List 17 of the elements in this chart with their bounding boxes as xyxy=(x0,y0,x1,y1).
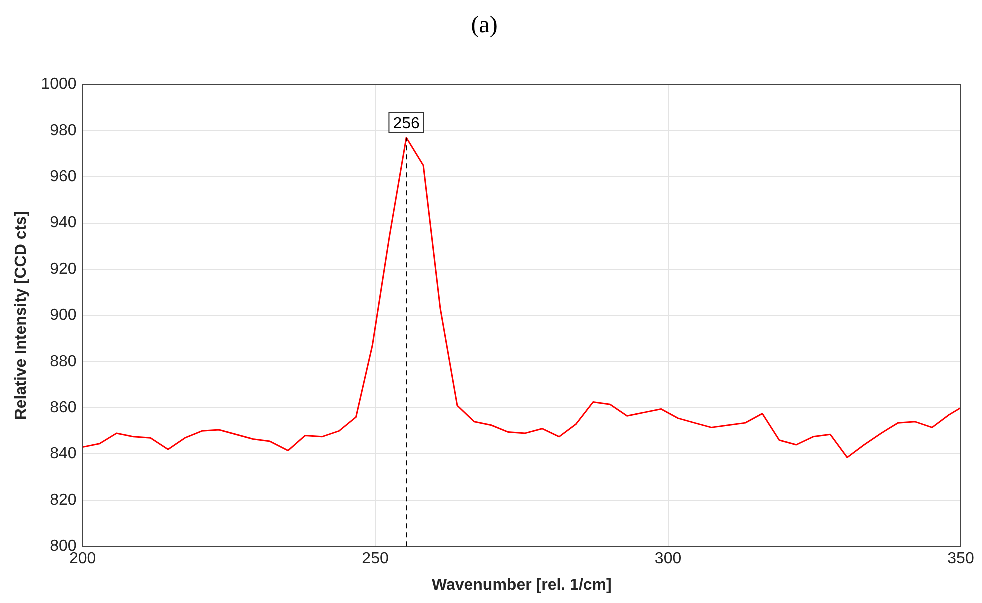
x-tick-label: 300 xyxy=(654,550,682,568)
y-tick-label: 980 xyxy=(50,122,77,140)
x-tick-label: 350 xyxy=(948,550,974,568)
y-tick-label: 900 xyxy=(50,307,77,324)
chart-title: (a) xyxy=(471,12,498,39)
x-tick-label: 250 xyxy=(362,550,389,568)
x-axis-title: Wavenumber [rel. 1/cm] xyxy=(432,576,612,594)
y-tick-label: 1000 xyxy=(41,76,77,94)
y-tick-label: 920 xyxy=(50,260,77,278)
y-tick-label: 860 xyxy=(50,399,77,416)
y-tick-label: 840 xyxy=(50,446,77,463)
annotation: 256 xyxy=(393,115,420,132)
y-tick-label: 880 xyxy=(50,353,77,370)
y-axis-title: Relative Intensity [CCD cts] xyxy=(13,211,30,420)
y-tick-label: 940 xyxy=(50,214,77,232)
y-tick-label: 820 xyxy=(50,492,77,509)
y-tick-label: 960 xyxy=(50,168,77,186)
